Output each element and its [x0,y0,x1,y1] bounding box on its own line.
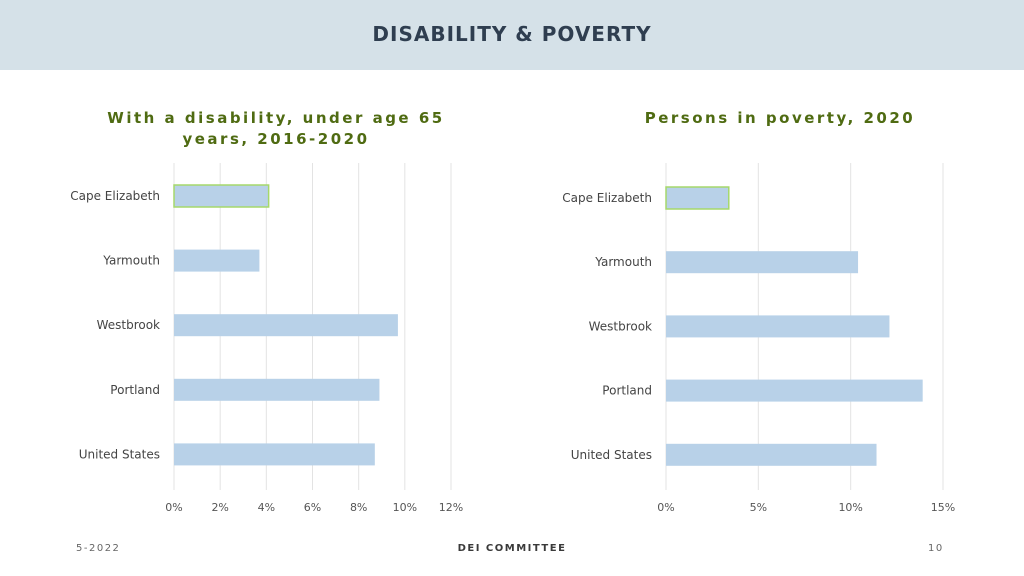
chart-title-disability: With a disability, under age 65 years, 2… [96,108,456,150]
header-band: DISABILITY & POVERTY [0,0,1024,70]
category-label: Portland [110,383,160,397]
category-label: Yarmouth [102,254,160,268]
category-label: Cape Elizabeth [562,191,652,205]
chart-title-disability-line-2: years, 2016-2020 [182,130,370,148]
bar [666,379,923,402]
footer-date: 5-2022 [76,543,121,554]
bar [174,314,398,337]
category-label: Yarmouth [594,255,652,269]
bar [665,186,730,210]
bar [174,443,375,466]
x-tick-label: 5% [750,501,767,514]
chart-title-poverty: Persons in poverty, 2020 [620,108,940,129]
bar [174,249,260,272]
category-label: Westbrook [97,318,160,332]
x-tick-label: 15% [931,501,955,514]
chart-title-poverty-line-1: Persons in poverty, 2020 [644,109,916,127]
x-tick-label: 8% [350,501,367,514]
bar [173,184,270,208]
category-label: United States [79,447,160,461]
category-label: Cape Elizabeth [70,189,160,203]
category-label: United States [571,448,652,462]
x-tick-label: 6% [304,501,321,514]
footer-page-number: 10 [928,543,944,554]
x-tick-label: 10% [393,501,417,514]
bar [666,443,877,466]
x-tick-label: 10% [838,501,862,514]
page-title: DISABILITY & POVERTY [372,22,652,46]
bar [666,251,859,274]
bar [666,315,890,338]
chart-title-disability-line-1: With a disability, under age 65 [107,109,445,127]
x-tick-label: 0% [165,501,182,514]
footer-committee: DEI COMMITTEE [457,543,567,554]
category-label: Westbrook [589,319,652,333]
category-label: Portland [602,384,652,398]
bar [174,378,380,401]
x-tick-label: 0% [657,501,674,514]
x-tick-label: 2% [211,501,228,514]
x-tick-label: 4% [258,501,275,514]
x-tick-label: 12% [439,501,463,514]
